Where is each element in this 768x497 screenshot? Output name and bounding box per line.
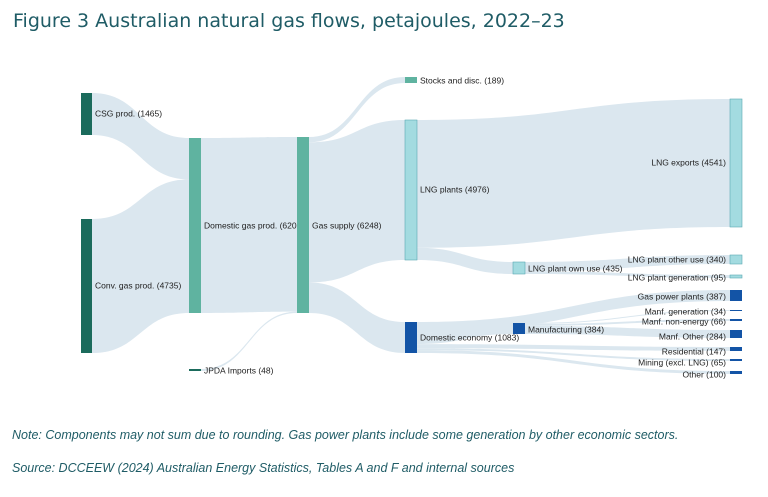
node-other — [730, 371, 742, 374]
label-manf_gen: Manf. generation (34) — [645, 306, 726, 316]
node-lng_gen — [729, 274, 743, 279]
label-dom_econ: Domestic economy (1083) — [420, 332, 519, 342]
link-csg-to-dom_prod — [92, 93, 189, 180]
label-other: Other (100) — [683, 369, 727, 379]
link-manuf-to-manf_gen — [525, 310, 730, 324]
link-dom_econ-to-other — [417, 350, 730, 374]
label-dom_prod: Domestic gas prod. (620 — [204, 220, 297, 230]
link-dom_prod-to-supply — [201, 137, 297, 313]
node-conv — [81, 219, 92, 353]
chart-title: Figure 3 Australian natural gas flows, p… — [13, 10, 565, 32]
node-csg — [81, 93, 92, 135]
link-conv-to-dom_prod — [92, 179, 189, 353]
link-dom_econ-to-mining — [417, 348, 730, 361]
label-csg: CSG prod. (1465) — [95, 108, 162, 118]
label-manf_nonen: Manf. non-energy (66) — [642, 316, 726, 326]
node-residential — [730, 347, 742, 351]
sankey-labels: CSG prod. (1465) Conv. gas prod. (4735) Do… — [95, 75, 726, 379]
chart-source: Source: DCCEEW (2024) Australian Energy … — [12, 461, 515, 475]
label-lng_own: LNG plant own use (435) — [528, 263, 623, 273]
link-lng_own-to-lng_gen — [525, 271, 730, 278]
link-supply-to-dom_econ — [309, 282, 405, 353]
label-residential: Residential (147) — [662, 346, 726, 356]
label-stocks: Stocks and disc. (189) — [420, 75, 504, 85]
node-stocks — [405, 77, 417, 83]
link-dom_econ-to-gpp — [417, 290, 730, 334]
link-lng_plants-to-lng_exports — [417, 99, 730, 248]
sankey-chart: CSG prod. (1465) Conv. gas prod. (4735) Do… — [81, 75, 743, 379]
label-manuf: Manufacturing (384) — [528, 324, 604, 334]
link-manuf-to-manf_other — [525, 325, 730, 338]
link-dom_econ-to-manuf — [417, 323, 513, 345]
node-mining — [730, 359, 742, 361]
link-dom_econ-to-residential — [417, 344, 730, 351]
link-jpda-to-supply — [201, 311, 297, 371]
node-manf_nonen — [730, 319, 742, 321]
label-lng_other: LNG plant other use (340) — [628, 254, 726, 264]
label-lng_gen: LNG plant generation (95) — [628, 272, 726, 282]
node-lng_plants — [404, 119, 418, 261]
label-manf_other: Manf. Other (284) — [659, 331, 726, 341]
node-manf_other — [730, 330, 742, 338]
link-supply-to-lng_plants — [309, 120, 405, 283]
sankey-nodes — [81, 77, 743, 374]
label-supply: Gas supply (6248) — [312, 220, 382, 230]
label-mining: Mining (excl. LNG) (65) — [638, 357, 726, 367]
node-gpp — [730, 290, 742, 301]
node-lng_own — [512, 261, 526, 275]
node-jpda — [189, 369, 201, 371]
sankey-links — [92, 77, 730, 374]
node-dom_econ — [405, 322, 417, 353]
link-lng_plants-to-lng_own — [417, 247, 513, 274]
node-manuf — [513, 323, 525, 334]
chart-note: Note: Components may not sum due to roun… — [12, 428, 679, 442]
node-supply — [297, 137, 309, 313]
node-dom_prod — [189, 138, 201, 313]
node-lng_exports — [729, 98, 743, 228]
link-supply-to-stocks — [309, 77, 405, 143]
node-lng_other — [729, 254, 743, 265]
link-lng_own-to-lng_other — [525, 255, 730, 272]
label-lng_plants: LNG plants (4976) — [420, 184, 490, 194]
label-jpda: JPDA Imports (48) — [204, 365, 274, 375]
label-gpp: Gas power plants (387) — [638, 291, 727, 301]
node-manf_gen — [730, 310, 742, 311]
link-manuf-to-manf_nonen — [525, 319, 730, 326]
label-conv: Conv. gas prod. (4735) — [95, 280, 181, 290]
label-lng_exports: LNG exports (4541) — [651, 157, 726, 167]
